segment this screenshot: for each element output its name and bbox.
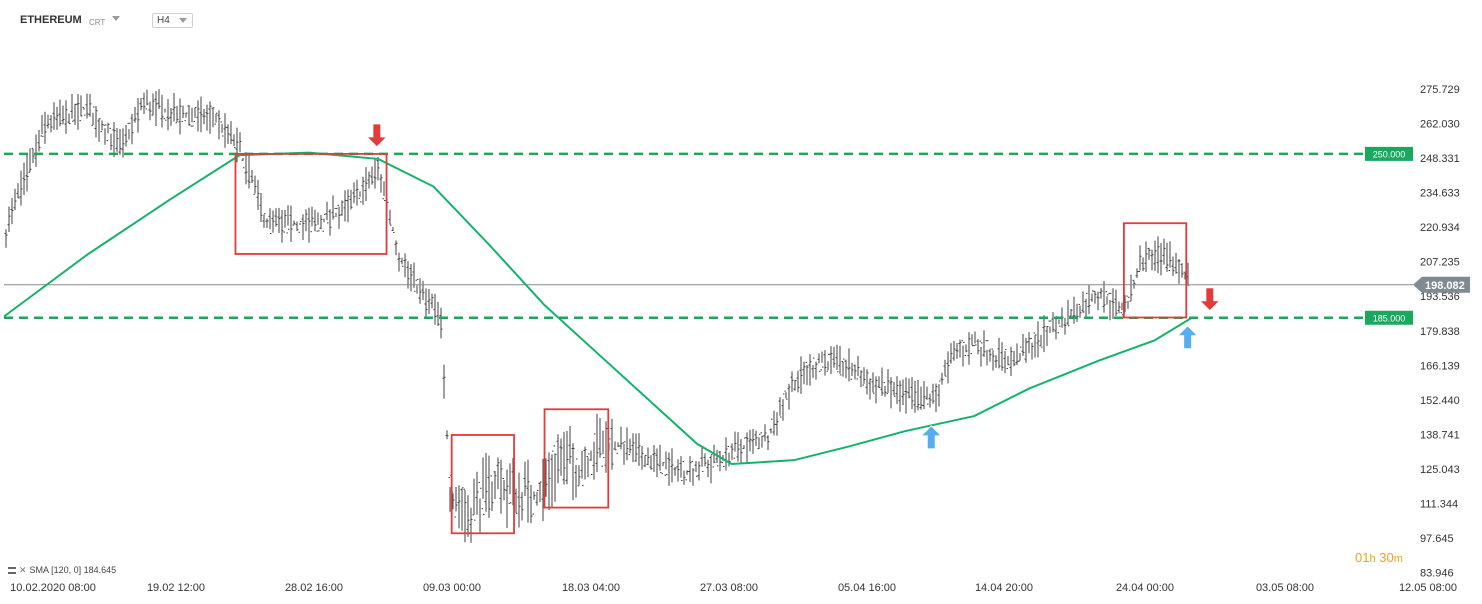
y-tick-label: 234.633 <box>1420 188 1460 200</box>
sma-line <box>3 151 1193 465</box>
candle-countdown: 01h 30m <box>1355 550 1403 565</box>
arrow-up-icon <box>920 425 943 450</box>
indicator-name: SMA <box>29 565 49 575</box>
y-tick-label: 275.729 <box>1420 84 1460 96</box>
x-tick-label: 18.03 04:00 <box>562 582 620 594</box>
boxes-layer <box>234 152 1188 535</box>
countdown-minutes: 30 <box>1379 550 1394 565</box>
y-tick-label: 97.645 <box>1420 533 1454 545</box>
y-tick-label: 248.331 <box>1420 153 1460 165</box>
timeframe-select[interactable]: H4 <box>152 13 193 28</box>
y-tick-label: 220.934 <box>1420 222 1460 234</box>
countdown-hours-unit: h <box>1369 553 1376 565</box>
y-tick-label: 262.030 <box>1420 119 1460 131</box>
x-tick-label: 03.05 08:00 <box>1256 582 1314 594</box>
indicator-remove-icon[interactable]: ✕ <box>19 565 27 575</box>
level-badge-text: 185.000 <box>1373 313 1406 323</box>
arrow-up-icon <box>1176 325 1199 350</box>
current-price-text: 198.082 <box>1425 280 1465 292</box>
x-tick-label: 24.04 00:00 <box>1116 582 1174 594</box>
y-axis: 275.729 262.030 248.331 234.633 220.934 207.2… <box>1413 84 1470 580</box>
y-tick-label: 83.946 <box>1420 568 1454 580</box>
x-tick-label: 12.05 08:00 <box>1399 582 1457 594</box>
x-tick-label: 19.02 12:00 <box>147 582 205 594</box>
indicator-legend[interactable]: ✕ SMA [120, 0] 184.645 <box>8 565 116 576</box>
indicator-params: [120, 0] <box>51 565 82 575</box>
y-tick-label: 111.344 <box>1420 498 1458 510</box>
current-price-tag <box>1413 276 1470 293</box>
x-tick-label: 10.02.2020 08:00 <box>10 582 96 594</box>
highlight-box <box>234 152 388 255</box>
x-axis: 10.02.2020 08:00 19.02 12:00 28.02 16:00 09… <box>10 582 1457 594</box>
source-label: CRT <box>89 18 106 27</box>
indicator-value: 184.645 <box>83 565 117 575</box>
symbol-label[interactable]: ETHEREUM <box>20 14 82 26</box>
candles-layer <box>4 89 1413 543</box>
y-tick-label: 193.536 <box>1420 291 1460 303</box>
y-tick-label: 125.043 <box>1420 464 1460 476</box>
y-tick-label: 152.440 <box>1420 395 1460 407</box>
level-badge-text: 250.000 <box>1373 149 1406 159</box>
highlight-box <box>1122 222 1188 319</box>
countdown-hours: 01 <box>1355 550 1370 565</box>
levels-layer: 250.000 185.000 <box>4 146 1413 325</box>
x-tick-label: 28.02 16:00 <box>285 582 343 594</box>
markers-layer <box>365 123 1222 450</box>
symbol-dropdown-icon[interactable] <box>112 16 120 21</box>
arrow-down-icon <box>365 123 389 148</box>
countdown-minutes-unit: m <box>1393 553 1403 565</box>
indicator-settings-icon[interactable] <box>8 567 16 575</box>
arrow-down-icon <box>1198 287 1222 312</box>
y-tick-label: 138.741 <box>1420 429 1460 441</box>
level-badge <box>1365 310 1413 325</box>
highlight-box <box>450 434 515 535</box>
x-tick-label: 14.04 20:00 <box>975 582 1033 594</box>
x-tick-label: 27.03 08:00 <box>700 582 758 594</box>
y-tick-label: 179.838 <box>1420 326 1460 338</box>
x-tick-label: 09.03 00:00 <box>423 582 481 594</box>
y-tick-label: 207.235 <box>1420 257 1460 269</box>
x-tick-label: 05.04 16:00 <box>838 582 896 594</box>
highlight-box <box>543 408 610 509</box>
sma-layer <box>3 151 1193 465</box>
level-badge <box>1365 146 1413 161</box>
y-tick-label: 166.139 <box>1420 360 1460 372</box>
